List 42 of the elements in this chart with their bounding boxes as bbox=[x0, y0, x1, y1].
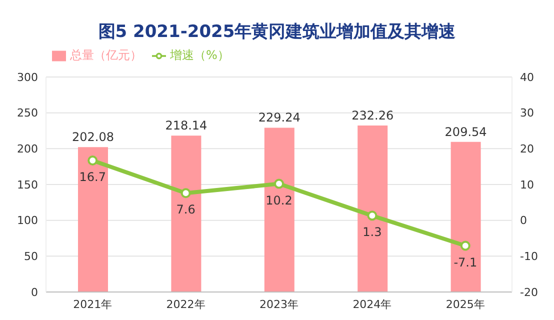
y2-tick-label: 40 bbox=[520, 70, 534, 84]
point bbox=[88, 155, 98, 166]
y-tick-label: 100 bbox=[17, 214, 38, 228]
y-tick-label: 0 bbox=[31, 286, 38, 299]
data-label: 229.24 bbox=[258, 110, 300, 125]
y-tick-label: 200 bbox=[17, 142, 38, 156]
y2-tick-label: -10 bbox=[520, 250, 538, 264]
y2-tick-label: 20 bbox=[520, 142, 534, 156]
y-tick-label: 50 bbox=[24, 250, 38, 264]
legend-label: 总量（亿元） bbox=[70, 48, 142, 62]
bar bbox=[358, 126, 388, 292]
data-label: 209.54 bbox=[444, 124, 487, 139]
data-label: 1.3 bbox=[362, 225, 382, 240]
data-label: 16.7 bbox=[79, 170, 106, 184]
x-tick-label: 2023年 bbox=[260, 298, 298, 311]
data-label: 232.26 bbox=[352, 108, 394, 123]
y2-tick-label: 30 bbox=[520, 106, 534, 120]
data-label: -7.1 bbox=[454, 255, 478, 270]
y2-tick-label: 10 bbox=[520, 178, 534, 192]
data-label: 10.2 bbox=[266, 193, 292, 208]
bar bbox=[78, 147, 108, 292]
data-label: 218.14 bbox=[165, 118, 208, 133]
point bbox=[180, 188, 191, 198]
y-tick-label: 250 bbox=[17, 106, 38, 120]
y-tick-label: 300 bbox=[17, 70, 38, 84]
data-label: 7.6 bbox=[176, 202, 196, 217]
x-tick-label: 2025年 bbox=[446, 298, 485, 311]
point bbox=[367, 210, 378, 221]
bar bbox=[264, 128, 294, 292]
chart-title: 图5 2021-2025年黄冈建筑业增加值及其增速 bbox=[97, 21, 457, 43]
y2-tick-label: -20 bbox=[520, 286, 538, 299]
x-tick-label: 2021年 bbox=[73, 298, 112, 311]
x-tick-label: 2024年 bbox=[352, 298, 392, 311]
x-tick-label: 2022年 bbox=[166, 298, 206, 311]
point bbox=[460, 240, 470, 251]
legend-label: 增速（%） bbox=[170, 48, 230, 62]
data-label: 202.08 bbox=[72, 130, 114, 144]
point bbox=[274, 178, 284, 189]
bar bbox=[171, 136, 202, 292]
bar bbox=[450, 142, 481, 292]
y2-tick-label: 0 bbox=[520, 214, 527, 228]
y-tick-label: 150 bbox=[17, 178, 38, 192]
